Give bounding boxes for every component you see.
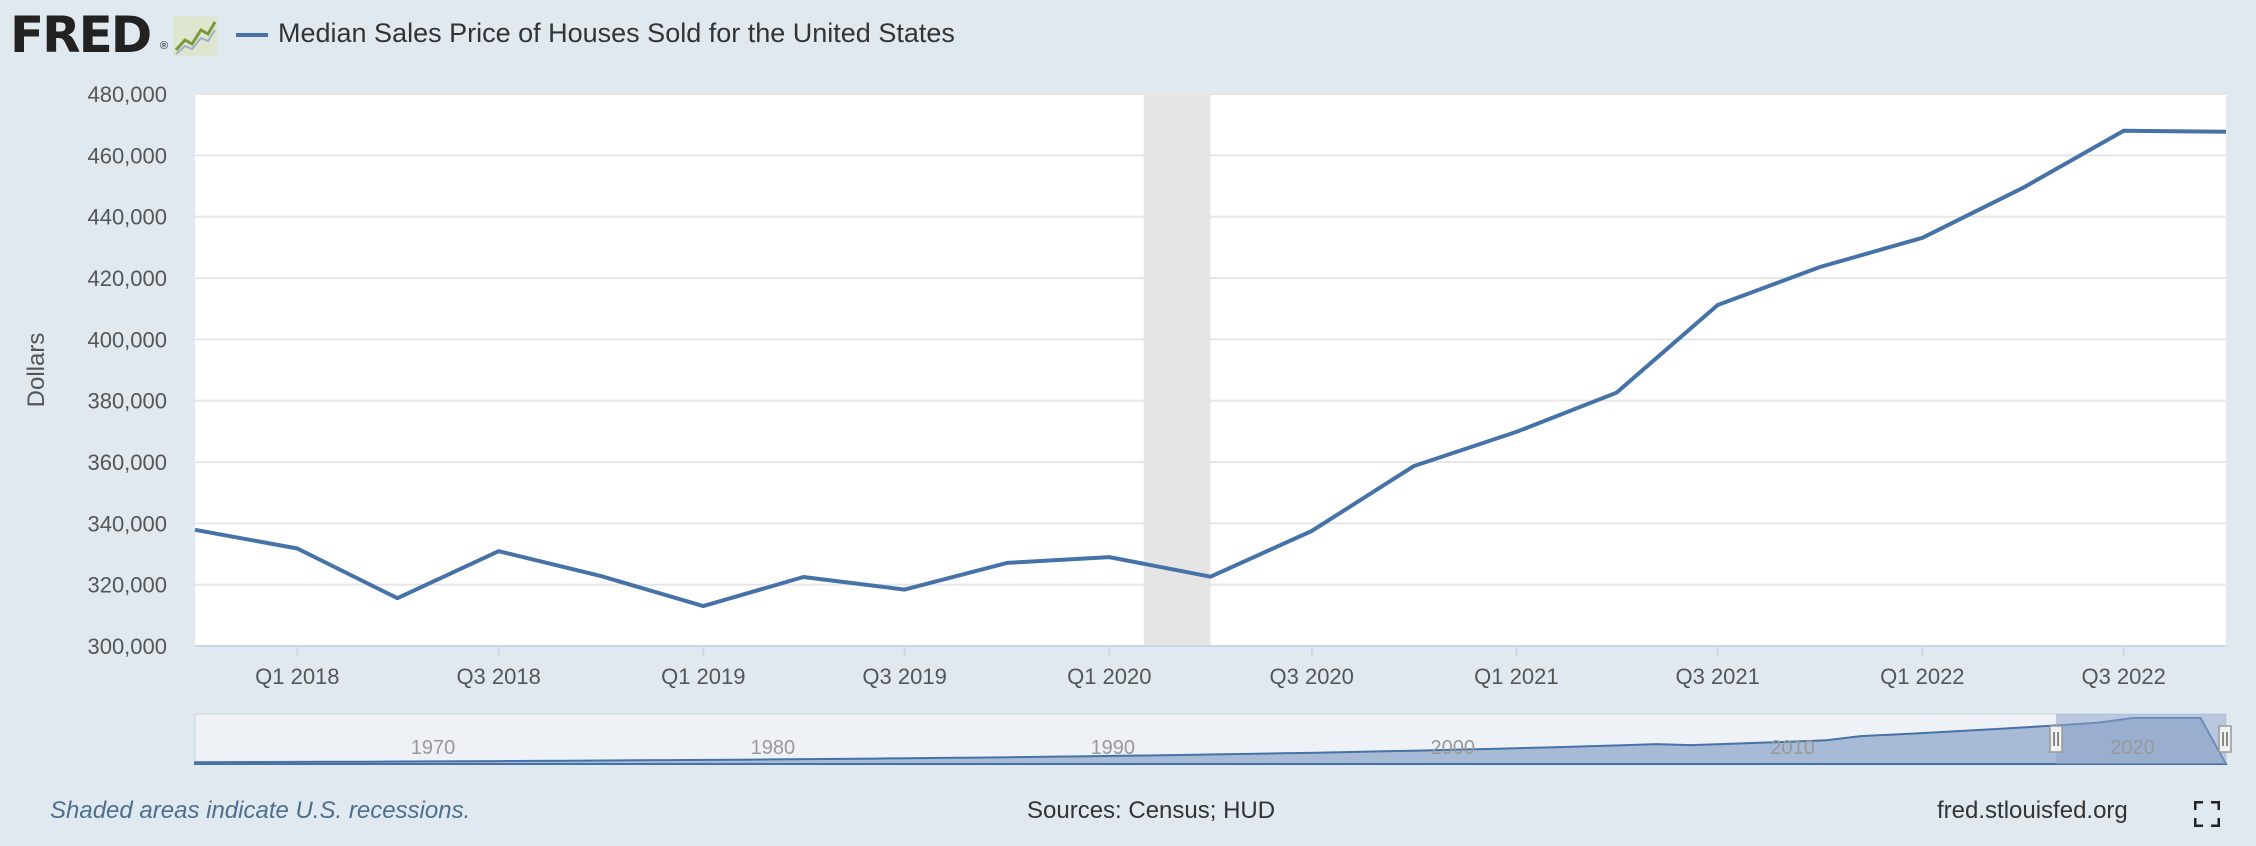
registered-mark: ® [160, 40, 169, 52]
navigator-area [194, 717, 2228, 765]
y-tick-label: 340,000 [87, 511, 167, 536]
recession-note: Shaded areas indicate U.S. recessions. [50, 797, 471, 824]
y-tick-label: 360,000 [87, 450, 167, 475]
series-point[interactable] [192, 527, 198, 533]
site-link[interactable]: fred.stlouisfed.org [1937, 797, 2128, 824]
series-point[interactable] [1309, 528, 1315, 534]
series-point[interactable] [496, 548, 502, 554]
chart-header: FRED ® Median Sales Price of Houses Sold… [0, 0, 2256, 80]
y-tick-label: 320,000 [87, 573, 167, 598]
series-point[interactable] [1817, 264, 1823, 270]
y-tick-label: 420,000 [87, 266, 167, 291]
y-axis-ticks: 300,000 320,000 340,000 360,000 380,000 400,0… [87, 82, 167, 659]
grid-lines [195, 93, 2226, 647]
y-tick-label: 300,000 [87, 634, 167, 659]
x-tick-label: Q1 2021 [1474, 664, 1558, 689]
x-tick-label: Q1 2018 [255, 664, 339, 689]
x-tick-label: Q3 2019 [862, 664, 946, 689]
recession-shading-layer [1143, 94, 1211, 646]
navigator-year-label: 1990 [1091, 737, 1136, 759]
y-tick-label: 460,000 [87, 143, 167, 168]
series-point[interactable] [700, 603, 706, 609]
series-point[interactable] [1411, 463, 1417, 469]
navigator-selected-range[interactable] [2056, 714, 2226, 764]
navigator-year-label: 2010 [1770, 737, 1815, 759]
series-point[interactable] [2223, 129, 2229, 135]
x-tick-label: Q3 2018 [456, 664, 540, 689]
x-tick-label: Q3 2020 [1270, 664, 1354, 689]
recession-band [1143, 94, 1211, 646]
y-axis-label: Dollars [23, 333, 50, 408]
navigator-handle-grip[interactable] [2049, 725, 2063, 753]
range-navigator[interactable]: 1970 1980 1990 2000 2010 2020 [194, 713, 2232, 765]
series-point[interactable] [598, 573, 604, 579]
sources-text: Sources: Census; HUD [1027, 797, 1276, 824]
series-point[interactable] [2019, 185, 2025, 191]
fred-logo[interactable]: FRED [10, 6, 152, 64]
x-tick-label: Q1 2020 [1067, 664, 1151, 689]
series-point[interactable] [2121, 128, 2127, 134]
x-axis-ticks: Q1 2018 Q3 2018 Q1 2019 Q3 2019 Q1 2020 Q3 20… [255, 646, 2166, 689]
x-tick-label: Q1 2019 [661, 664, 745, 689]
series-point[interactable] [1208, 574, 1214, 580]
y-tick-label: 440,000 [87, 205, 167, 230]
line-chart-icon [173, 16, 217, 56]
series-point[interactable] [394, 595, 400, 601]
navigator-handle-right[interactable] [2218, 725, 2232, 753]
y-tick-label: 400,000 [87, 327, 167, 352]
legend-series-label[interactable]: Median Sales Price of Houses Sold for th… [278, 18, 955, 48]
navigator-year-label: 2020 [2110, 737, 2155, 759]
y-tick-label: 380,000 [87, 389, 167, 414]
navigator-year-label: 1970 [411, 737, 456, 759]
navigator-handle-left[interactable] [2049, 725, 2063, 753]
series-point[interactable] [902, 587, 908, 593]
x-tick-label: Q3 2021 [1675, 664, 1759, 689]
navigator-year-label: 2000 [1430, 737, 1475, 759]
series-point[interactable] [294, 545, 300, 551]
series-point[interactable] [1106, 554, 1112, 560]
fullscreen-icon[interactable] [2194, 801, 2220, 827]
legend-series-swatch [236, 33, 268, 37]
navigator-year-labels: 1970 1980 1990 2000 2010 2020 [411, 737, 2155, 759]
series-point[interactable] [1513, 429, 1519, 435]
navigator-handle-grip[interactable] [2218, 725, 2232, 753]
series-point[interactable] [800, 574, 806, 580]
x-tick-label: Q3 2022 [2081, 664, 2165, 689]
series-point[interactable] [1919, 235, 1925, 241]
series-point[interactable] [1004, 560, 1010, 566]
series-point[interactable] [1715, 302, 1721, 308]
series-point[interactable] [1613, 390, 1619, 396]
y-tick-label: 480,000 [87, 82, 167, 107]
navigator-year-label: 1980 [751, 737, 796, 759]
chart-area: 300,000 320,000 340,000 360,000 380,000 400,0… [23, 82, 2232, 765]
series-line[interactable] [194, 128, 2227, 609]
x-tick-label: Q1 2022 [1880, 664, 1964, 689]
